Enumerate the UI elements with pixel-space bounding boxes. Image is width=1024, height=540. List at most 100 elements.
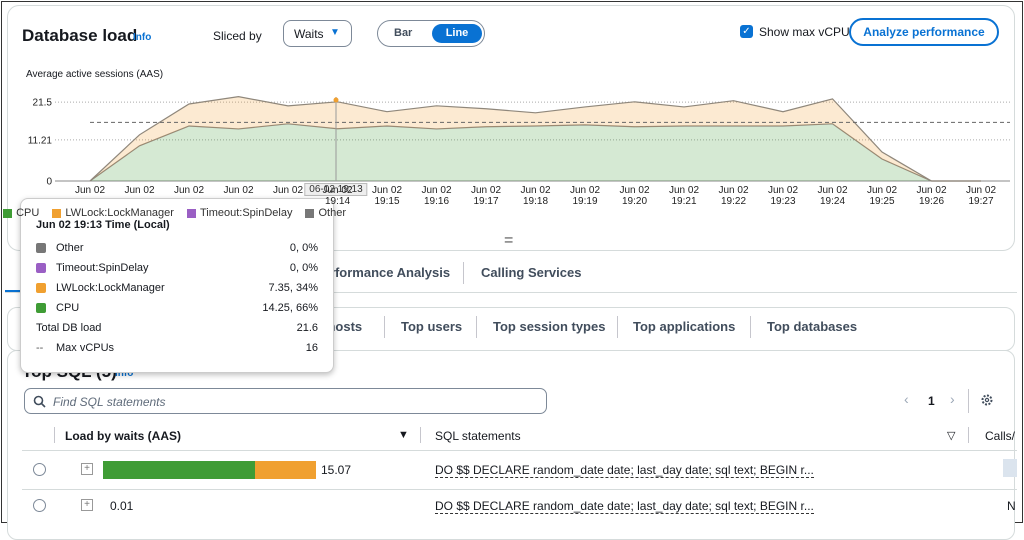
tooltip-max-label: Max vCPUs xyxy=(56,342,115,354)
sub-tab[interactable]: Top users xyxy=(401,319,463,334)
sql-text[interactable]: DO $$ DECLARE random_date date; last_day… xyxy=(435,499,814,514)
separator xyxy=(420,427,421,443)
legend-swatch xyxy=(186,209,196,218)
separator xyxy=(617,316,618,338)
x-tick-label: Jun 02 19:21 xyxy=(668,185,700,207)
x-tick-label: Jun 02 xyxy=(124,185,155,196)
x-tick-label: Jun 02 19:22 xyxy=(718,185,749,207)
x-tick-label: Jun 02 19:25 xyxy=(866,185,898,207)
tab-divider xyxy=(5,292,1017,293)
load-value: 0.01 xyxy=(110,499,134,513)
y-tick-label: 21.5 xyxy=(33,98,53,109)
slice-value: Waits xyxy=(294,27,324,41)
tooltip-swatch xyxy=(36,303,46,313)
sort-icon[interactable]: ▼ xyxy=(398,429,409,441)
x-tick-label: Jun 02 19:15 xyxy=(371,185,403,207)
separator xyxy=(968,389,969,413)
tooltip-row-value: 7.35, 34% xyxy=(268,282,318,294)
x-tick-label: Jun 02 19:27 xyxy=(965,185,997,207)
sql-text[interactable]: DO $$ DECLARE random_date date; last_day… xyxy=(435,463,814,478)
toggle-line[interactable]: Line xyxy=(432,24,482,43)
x-tick-label: Jun 02 19:24 xyxy=(817,185,848,207)
sub-tab[interactable]: Top session types xyxy=(493,319,606,334)
sort-icon[interactable]: ▽ xyxy=(947,430,956,442)
expand-icon[interactable]: + xyxy=(81,499,93,511)
area-fill xyxy=(90,123,981,181)
legend-swatch xyxy=(305,209,315,218)
tooltip-swatch xyxy=(36,283,46,293)
tooltip-row-value: 14.25, 66% xyxy=(262,302,318,314)
sliced-by-label: Sliced by xyxy=(213,29,262,43)
row-divider xyxy=(22,450,1017,451)
sub-tab[interactable]: Top applications xyxy=(633,319,736,334)
active-tab-indicator xyxy=(5,290,20,293)
tooltip-row-value: 0, 0% xyxy=(289,242,318,254)
sub-tab[interactable]: Top databases xyxy=(767,319,858,334)
page-number[interactable]: 1 xyxy=(928,394,935,408)
toggle-bar[interactable]: Bar xyxy=(394,27,413,39)
y-tick-label: 11.21 xyxy=(28,135,53,146)
title: Database load xyxy=(22,26,138,45)
legend-swatch xyxy=(52,209,62,218)
slice-dropdown[interactable]: Waits ▼ xyxy=(283,20,352,47)
tooltip-max: 16 xyxy=(305,342,318,354)
crosshair-label: 06-02 19:13 xyxy=(304,183,368,196)
search-box[interactable]: Find SQL statements xyxy=(24,388,547,414)
calls-cell xyxy=(1003,459,1017,477)
column-header[interactable]: Load by waits (AAS) xyxy=(65,429,182,443)
load-bar-segment xyxy=(255,461,316,479)
x-tick-label: Jun 02 19:23 xyxy=(767,185,799,207)
x-tick-label: Jun 02 19:16 xyxy=(421,185,452,207)
search-icon xyxy=(33,395,46,408)
tooltip-swatch xyxy=(36,243,46,253)
tooltip-row-name: CPU xyxy=(56,302,80,314)
prev-page[interactable]: ‹ xyxy=(904,391,909,407)
y-tick-label: 0 xyxy=(46,177,52,188)
checkbox[interactable]: ✓ xyxy=(740,25,753,38)
separator xyxy=(463,262,464,284)
y-axis-label: Average active sessions (AAS) xyxy=(26,69,164,80)
x-tick-label: Jun 02 19:19 xyxy=(569,185,601,207)
tooltip-row-name: Other xyxy=(56,242,84,254)
top-sql-card xyxy=(7,350,1015,540)
row-divider xyxy=(22,489,1017,490)
legend-label: Other xyxy=(318,207,346,219)
separator xyxy=(750,316,751,338)
area-line xyxy=(89,123,981,182)
x-tick-label: Jun 02 xyxy=(272,185,304,196)
chart: 0 11.21 21.5 xyxy=(28,96,1010,188)
calls-value: N xyxy=(1007,499,1016,513)
tooltip-total: 21.6 xyxy=(296,322,318,334)
analyze-button[interactable]: Analyze performance xyxy=(849,18,999,46)
load-bar-segment xyxy=(103,461,256,479)
separator xyxy=(54,427,55,443)
next-page[interactable]: › xyxy=(950,391,955,407)
tooltip-row-name: LWLock:LockManager xyxy=(56,282,165,294)
tab[interactable]: Performance Analysis xyxy=(314,265,451,280)
area-line xyxy=(89,96,981,182)
column-header[interactable]: Calls/ xyxy=(985,429,1016,443)
area-fill xyxy=(90,96,981,181)
tab[interactable]: Calling Services xyxy=(481,265,582,280)
load-value: 15.07 xyxy=(321,463,352,477)
row-radio[interactable] xyxy=(33,499,46,512)
dropdown-caret: ▼ xyxy=(330,27,340,38)
tooltip-swatch xyxy=(36,263,46,273)
row-radio[interactable] xyxy=(33,463,46,476)
tooltip: Jun 02 19:13 Time (Local) Other 0, 0% Time… xyxy=(20,198,334,373)
info-link[interactable]: Info xyxy=(115,368,134,379)
legend-swatch xyxy=(3,209,13,218)
tooltip-row-value: 0, 0% xyxy=(289,262,318,274)
column-header[interactable]: SQL statements xyxy=(435,429,521,443)
x-tick-label: Jun 02 19:14 xyxy=(322,185,353,207)
search-placeholder: Find SQL statements xyxy=(53,395,166,409)
settings-icon[interactable] xyxy=(980,393,994,407)
info-link[interactable]: Info xyxy=(133,32,152,43)
expand-icon[interactable]: + xyxy=(81,463,93,475)
separator xyxy=(384,316,385,338)
tooltip-row-name: Timeout:SpinDelay xyxy=(56,262,149,274)
x-tick-label: Jun 02 xyxy=(173,185,205,196)
x-tick-label: Jun 02 19:20 xyxy=(619,185,650,207)
resize-handle[interactable]: = xyxy=(504,232,514,249)
